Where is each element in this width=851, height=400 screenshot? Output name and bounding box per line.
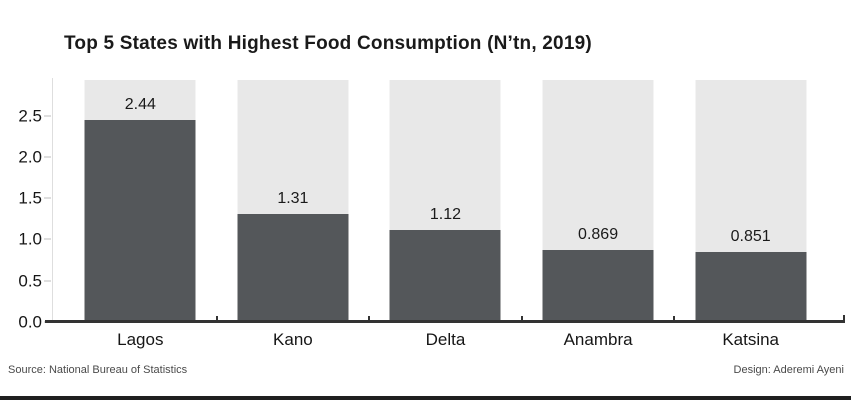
bottom-accent-bar	[0, 396, 851, 400]
x-tick-label-katsina: Katsina	[722, 330, 780, 349]
y-tick-label: 1.5	[18, 188, 42, 208]
bar-katsina	[695, 251, 807, 322]
design-credit: Design: Aderemi Ayeni	[733, 364, 844, 376]
source-note: Source: National Bureau of Statistics	[8, 364, 188, 376]
bar-lagos	[84, 120, 196, 322]
bar-anambra	[542, 250, 654, 322]
bar-slot-kano: 1.31	[217, 80, 370, 322]
x-tick-label-delta: Delta	[425, 330, 466, 349]
x-axis-labels: Lagos Kano Delta Anambra Katsina	[64, 331, 827, 349]
bar-value-label: 1.31	[277, 189, 309, 207]
x-axis-boundary-tick	[520, 316, 523, 322]
x-axis-boundary-tick	[368, 316, 371, 322]
bar-kano	[237, 213, 349, 322]
x-tick-label-lagos: Lagos	[117, 330, 164, 349]
y-tick-label: 0.5	[18, 271, 42, 291]
y-tick-mark	[44, 155, 51, 158]
bar-slot-lagos: 2.44	[64, 80, 217, 322]
x-axis-line	[45, 320, 845, 323]
bar-slot-anambra: 0.869	[522, 80, 675, 322]
bar-value-label: 2.44	[124, 96, 156, 114]
bar-slot-delta: 1.12	[369, 80, 522, 322]
y-tick-label: 2.0	[18, 147, 42, 167]
plot-area: 2.44 1.31 1.12 0.869 0.851	[44, 78, 845, 323]
y-tick-label: 0.0	[18, 312, 42, 332]
x-tick-label-kano: Kano	[273, 330, 313, 349]
y-tick-mark	[44, 238, 51, 241]
y-tick-label: 2.5	[18, 106, 42, 125]
bar-value-label: 0.851	[730, 227, 771, 245]
x-tick-label-anambra: Anambra	[563, 330, 633, 349]
bar-delta	[389, 229, 501, 322]
bars-container: 2.44 1.31 1.12 0.869 0.851	[64, 80, 827, 322]
x-axis-boundary-tick	[673, 316, 676, 322]
y-axis: 0.0 0.5 1.0 1.5 2.0 2.5	[0, 80, 42, 331]
chart-title: Top 5 States with Highest Food Consumpti…	[64, 33, 592, 54]
y-tick-mark	[44, 114, 51, 117]
x-axis-boundary-tick	[215, 316, 218, 322]
y-tick-mark	[44, 279, 51, 282]
bar-value-label: 1.12	[429, 205, 462, 223]
x-axis-end-tick	[843, 315, 845, 322]
y-tick-mark	[44, 197, 51, 200]
y-tick-label: 1.0	[18, 229, 42, 249]
y-axis-spine	[52, 78, 53, 322]
bar-value-label: 0.869	[578, 226, 619, 244]
bar-slot-katsina: 0.851	[674, 80, 827, 322]
